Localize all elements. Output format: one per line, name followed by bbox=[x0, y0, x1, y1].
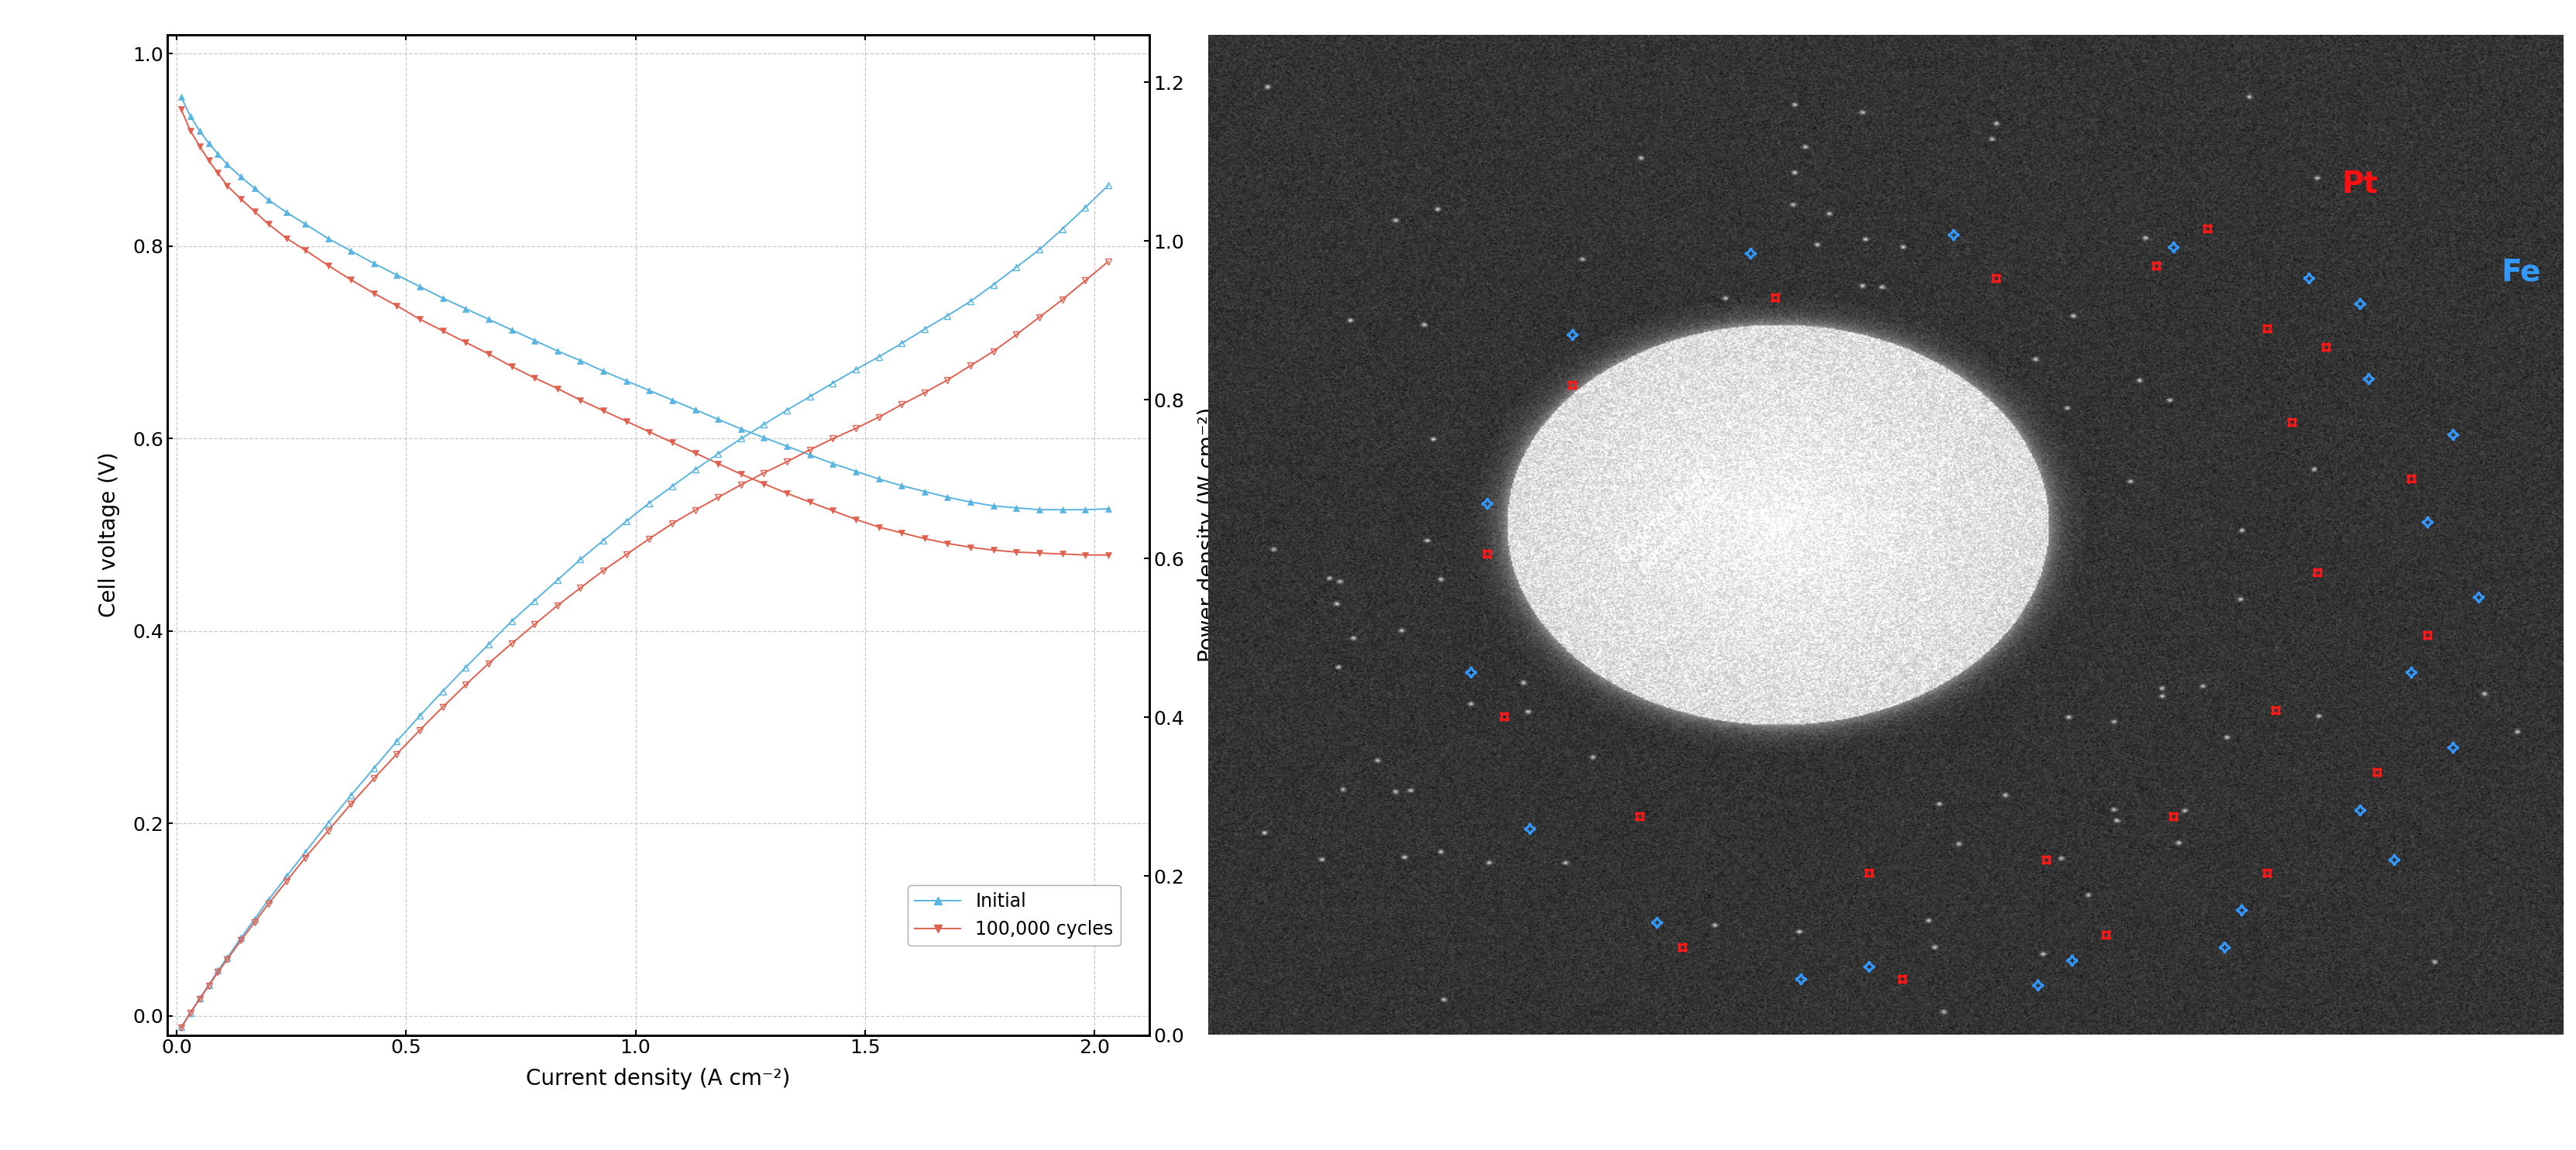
Y-axis label: Cell voltage (V): Cell voltage (V) bbox=[98, 452, 121, 618]
Text: Ordered Pt-Fe
nanoparticle: Ordered Pt-Fe nanoparticle bbox=[1615, 463, 1734, 582]
Text: 1 nm: 1 nm bbox=[1394, 1106, 1435, 1121]
Y-axis label: Power density (W cm⁻²): Power density (W cm⁻²) bbox=[1198, 407, 1218, 662]
X-axis label: Current density (A cm⁻²): Current density (A cm⁻²) bbox=[526, 1068, 791, 1090]
Text: Pt: Pt bbox=[2342, 170, 2378, 199]
Text: Fe: Fe bbox=[2501, 258, 2540, 286]
Legend: Initial, 100,000 cycles: Initial, 100,000 cycles bbox=[907, 884, 1121, 945]
